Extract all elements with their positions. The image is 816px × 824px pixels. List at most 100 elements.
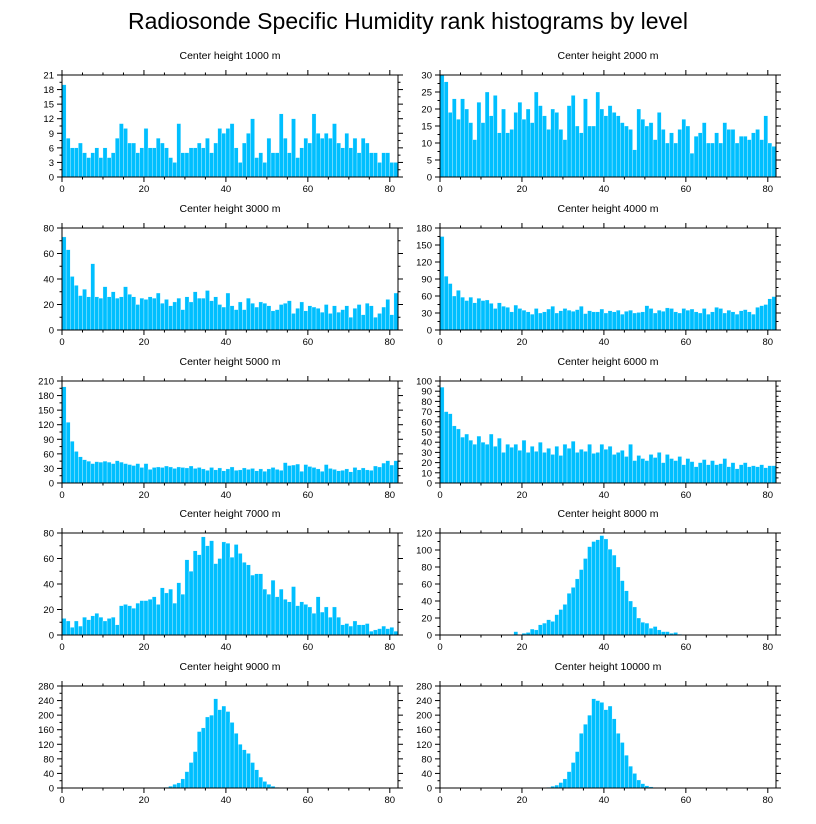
bar [583, 98, 588, 178]
x-tick-label: 40 [221, 795, 232, 806]
bar [665, 454, 670, 484]
bar [127, 142, 132, 178]
bar [661, 129, 666, 178]
bar [689, 461, 695, 484]
bar [611, 554, 617, 636]
y-tick-label: 6 [49, 143, 54, 154]
x-tick-label: 0 [59, 490, 64, 501]
bar [238, 301, 243, 331]
bar [595, 311, 600, 331]
bar [328, 617, 333, 636]
bar [328, 313, 333, 331]
bar [315, 133, 321, 178]
bar [258, 152, 263, 178]
y-tick-label: 30 [43, 464, 54, 475]
bar [180, 152, 186, 178]
bar [168, 305, 173, 331]
bar [328, 137, 333, 178]
y-tick-label: 0 [427, 173, 432, 184]
bar [102, 147, 108, 178]
bar [172, 162, 177, 178]
x-tick-label: 80 [763, 642, 774, 653]
bar [706, 464, 711, 484]
bar [287, 465, 292, 484]
bar [168, 466, 173, 484]
bar [497, 437, 502, 484]
y-tick-label: 18 [43, 85, 54, 96]
bar [546, 308, 551, 331]
bar [587, 310, 592, 331]
bar [209, 152, 214, 178]
bar [607, 105, 613, 178]
bar [197, 467, 202, 484]
bar [505, 444, 510, 484]
bar [566, 105, 572, 178]
y-tick-label: 120 [416, 258, 432, 269]
bar [250, 574, 255, 636]
x-tick-label: 0 [437, 337, 442, 348]
x-tick-label: 20 [139, 184, 150, 195]
bar [464, 300, 469, 331]
bar [546, 129, 551, 178]
bar [648, 454, 654, 484]
bar [319, 611, 325, 636]
bar [344, 468, 349, 484]
x-tick-label: 60 [681, 490, 692, 501]
bar [759, 305, 764, 331]
bar [693, 136, 699, 178]
bar [242, 562, 247, 636]
bar [348, 471, 354, 484]
bar [579, 733, 584, 789]
x-tick-label: 40 [599, 795, 610, 806]
bar [693, 311, 699, 331]
bar [270, 310, 276, 331]
bar [697, 132, 703, 178]
bar [607, 549, 613, 636]
y-tick-label: 0 [427, 784, 432, 795]
bar [102, 286, 108, 331]
bar [291, 464, 296, 484]
bar [143, 463, 149, 484]
bar [381, 306, 386, 331]
bar [640, 783, 646, 789]
bar [209, 467, 214, 484]
y-tick-label: 50 [421, 428, 432, 439]
bar [513, 112, 519, 178]
y-tick-label: 200 [38, 711, 54, 722]
bar [332, 469, 337, 484]
bar [743, 462, 748, 484]
bar [611, 112, 617, 178]
bar [156, 137, 161, 178]
bar [595, 700, 600, 789]
bar [534, 91, 539, 178]
bar [616, 733, 621, 789]
bar [205, 290, 210, 331]
bar [135, 602, 141, 636]
bar [702, 122, 707, 178]
bar [550, 454, 555, 484]
bar [336, 470, 341, 484]
bar [250, 762, 255, 789]
bar [119, 605, 124, 636]
x-tick-label: 20 [517, 490, 528, 501]
bar [393, 162, 399, 178]
bar [661, 311, 666, 331]
bar [213, 563, 218, 636]
bar [344, 305, 349, 331]
bar [192, 147, 198, 178]
bar [517, 308, 523, 331]
bar [131, 142, 136, 178]
bar [681, 464, 687, 484]
bar [616, 310, 621, 331]
bar [176, 123, 181, 178]
bar [381, 625, 386, 636]
bar [385, 152, 390, 178]
y-tick-label: 60 [421, 292, 432, 303]
bar [521, 310, 527, 331]
bar [616, 566, 621, 636]
bar [513, 444, 519, 484]
bar [86, 296, 91, 331]
y-tick-label: 20 [421, 614, 432, 625]
bar [730, 462, 736, 484]
bar [620, 450, 625, 484]
